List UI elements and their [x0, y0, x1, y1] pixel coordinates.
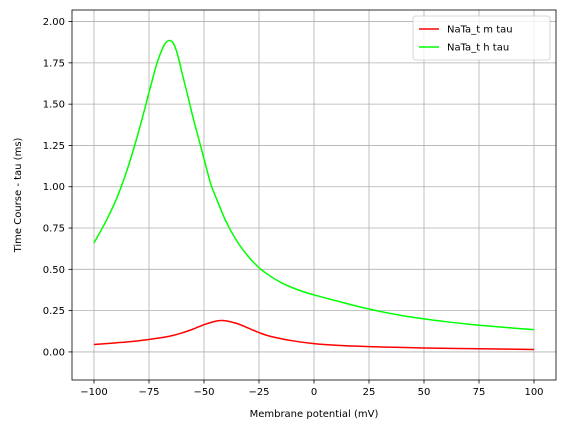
legend-label: NaTa_t m tau: [447, 25, 513, 36]
series-line-h-tau: [93, 39, 535, 331]
grid: [72, 10, 556, 380]
legend-label: NaTa_t h tau: [447, 43, 509, 54]
y-axis-label: Time Course - tau (ms): [13, 137, 24, 253]
x-tick-label: −75: [138, 387, 159, 398]
y-tick-label: 0.50: [43, 265, 65, 276]
y-tick-label: 1.00: [43, 182, 65, 193]
y-tick-label: 1.50: [43, 100, 65, 111]
x-tick-label: 100: [524, 387, 543, 398]
x-tick-label: −25: [248, 387, 269, 398]
y-tick-label: 0.75: [43, 224, 65, 235]
x-axis-label: Membrane potential (mV): [250, 409, 379, 420]
legend-box: [412, 15, 551, 61]
x-tick-label: 25: [363, 387, 376, 398]
y-tick-label: 0.25: [43, 306, 65, 317]
y-tick-label: 2.00: [43, 17, 65, 28]
y-tick-label: 1.25: [43, 141, 65, 152]
x-tick-label: 50: [418, 387, 431, 398]
x-tick-label: −50: [193, 387, 214, 398]
ticks: −100 −75 −50 −25 0 25 50 75 100 0.00 0.25 0.50 0.75 1…: [43, 17, 544, 398]
legend: NaTa_t m tau NaTa_t h tau: [412, 15, 551, 61]
series-line-m-tau: [93, 319, 535, 351]
y-tick-label: 0.00: [43, 347, 65, 358]
series-layer: [93, 39, 535, 351]
x-tick-label: −100: [80, 387, 107, 398]
x-tick-label: 0: [311, 387, 317, 398]
x-tick-label: 75: [473, 387, 486, 398]
y-tick-label: 1.75: [43, 58, 65, 69]
